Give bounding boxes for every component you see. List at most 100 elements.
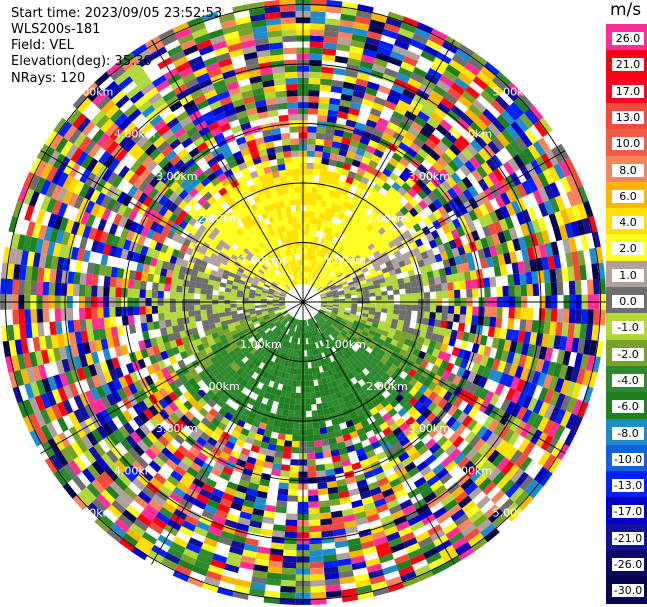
velocity-gate — [320, 200, 327, 208]
velocity-gate — [526, 246, 536, 260]
velocity-gate — [351, 251, 359, 259]
velocity-gate — [288, 410, 295, 417]
velocity-gate — [323, 226, 330, 234]
velocity-gate — [219, 282, 227, 288]
velocity-gate — [344, 290, 351, 295]
velocity-gate — [417, 311, 424, 318]
velocity-gate — [313, 428, 321, 435]
velocity-gate — [363, 42, 379, 53]
velocity-gate — [158, 283, 165, 292]
velocity-gate — [320, 295, 327, 298]
velocity-gate — [473, 206, 484, 219]
velocity-gate — [456, 151, 469, 165]
velocity-gate — [296, 380, 301, 387]
velocity-gate — [306, 272, 309, 279]
velocity-gate — [363, 293, 370, 298]
velocity-gate — [554, 211, 565, 227]
velocity-gate — [446, 109, 461, 123]
velocity-gate — [375, 192, 385, 201]
velocity-gate — [370, 271, 378, 278]
velocity-gate — [395, 177, 406, 187]
velocity-gate — [413, 213, 423, 224]
velocity-gate — [341, 87, 354, 96]
velocity-gate — [383, 326, 391, 333]
velocity-gate — [347, 239, 355, 247]
velocity-gate — [363, 92, 376, 103]
velocity-gate — [553, 163, 566, 180]
velocity-gate — [419, 265, 427, 274]
velocity-gate — [310, 254, 315, 261]
velocity-gate — [276, 500, 288, 508]
velocity-gate — [333, 304, 340, 307]
velocity-gate — [417, 259, 425, 268]
velocity-gate — [311, 260, 315, 268]
velocity-gate — [428, 149, 441, 162]
velocity-gate — [306, 441, 315, 448]
velocity-gate — [406, 147, 418, 158]
velocity-gate — [355, 78, 369, 87]
velocity-gate — [314, 446, 323, 453]
velocity-gate — [427, 212, 438, 223]
velocity-gate — [459, 253, 468, 264]
velocity-gate — [445, 249, 455, 259]
velocity-gate — [91, 307, 98, 319]
velocity-gate — [108, 223, 119, 236]
velocity-gate — [577, 250, 586, 266]
velocity-gate — [322, 274, 328, 280]
velocity-gate — [319, 257, 324, 264]
velocity-gate — [383, 67, 399, 79]
velocity-gate — [348, 315, 356, 321]
velocity-gate — [417, 286, 424, 293]
velocity-gate — [317, 341, 322, 348]
velocity-gate — [520, 307, 528, 320]
velocity-gate — [343, 244, 351, 252]
velocity-gate — [521, 248, 530, 262]
velocity-gate — [425, 264, 433, 273]
velocity-gate — [423, 311, 430, 319]
velocity-gate — [577, 186, 589, 203]
velocity-gate — [338, 274, 345, 280]
velocity-gate — [357, 260, 365, 268]
velocity-gate — [308, 253, 312, 261]
velocity-gate — [392, 262, 401, 270]
velocity-gate — [94, 71, 111, 87]
velocity-gate — [420, 272, 429, 280]
velocity-gate — [212, 304, 219, 310]
velocity-gate — [398, 172, 410, 183]
velocity-gate — [452, 156, 465, 169]
velocity-gate — [391, 181, 402, 192]
velocity-gate — [370, 154, 382, 164]
velocity-gate — [151, 305, 158, 314]
velocity-gate — [363, 306, 370, 311]
velocity-gate — [342, 162, 352, 171]
velocity-gate — [339, 19, 355, 28]
velocity-gate — [329, 284, 336, 289]
velocity-gate — [313, 440, 322, 447]
velocity-gate — [394, 267, 402, 275]
velocity-gate — [542, 169, 555, 185]
velocity-gate — [371, 63, 386, 74]
velocity-gate — [385, 162, 396, 173]
velocity-gate — [313, 163, 322, 170]
velocity-gate — [479, 258, 488, 269]
velocity-gate — [328, 255, 334, 262]
velocity-gate — [320, 72, 334, 80]
velocity-gate — [309, 35, 324, 43]
velocity-gate — [453, 281, 461, 291]
velocity-gate — [103, 317, 111, 329]
velocity-gate — [288, 483, 299, 490]
velocity-gate — [388, 89, 403, 100]
velocity-gate — [324, 182, 332, 190]
velocity-gate — [409, 38, 426, 51]
velocity-gate — [444, 266, 452, 276]
velocity-gate — [599, 278, 606, 295]
velocity-gate — [319, 512, 332, 520]
velocity-gate — [447, 87, 462, 101]
velocity-gate — [309, 41, 324, 49]
velocity-gate — [576, 219, 586, 236]
velocity-gate — [453, 139, 466, 152]
velocity-gate — [351, 234, 359, 243]
velocity-gate — [320, 272, 326, 278]
velocity-gate — [339, 193, 348, 202]
velocity-gate — [454, 306, 461, 315]
